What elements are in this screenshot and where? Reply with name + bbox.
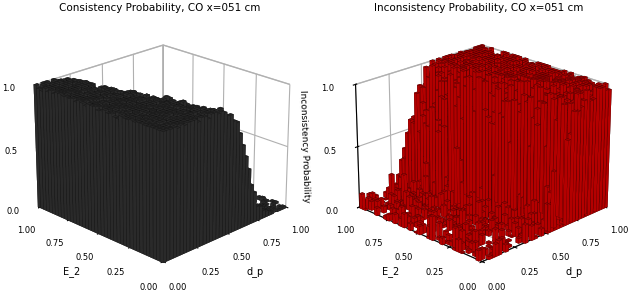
Y-axis label: E_2: E_2 — [382, 266, 399, 277]
Title: Consistency Probability, CO x=051 cm: Consistency Probability, CO x=051 cm — [59, 3, 260, 13]
X-axis label: d_p: d_p — [565, 266, 582, 277]
Y-axis label: E_2: E_2 — [63, 266, 80, 277]
X-axis label: d_p: d_p — [246, 266, 263, 277]
Title: Inconsistency Probability, CO x=051 cm: Inconsistency Probability, CO x=051 cm — [374, 3, 583, 13]
